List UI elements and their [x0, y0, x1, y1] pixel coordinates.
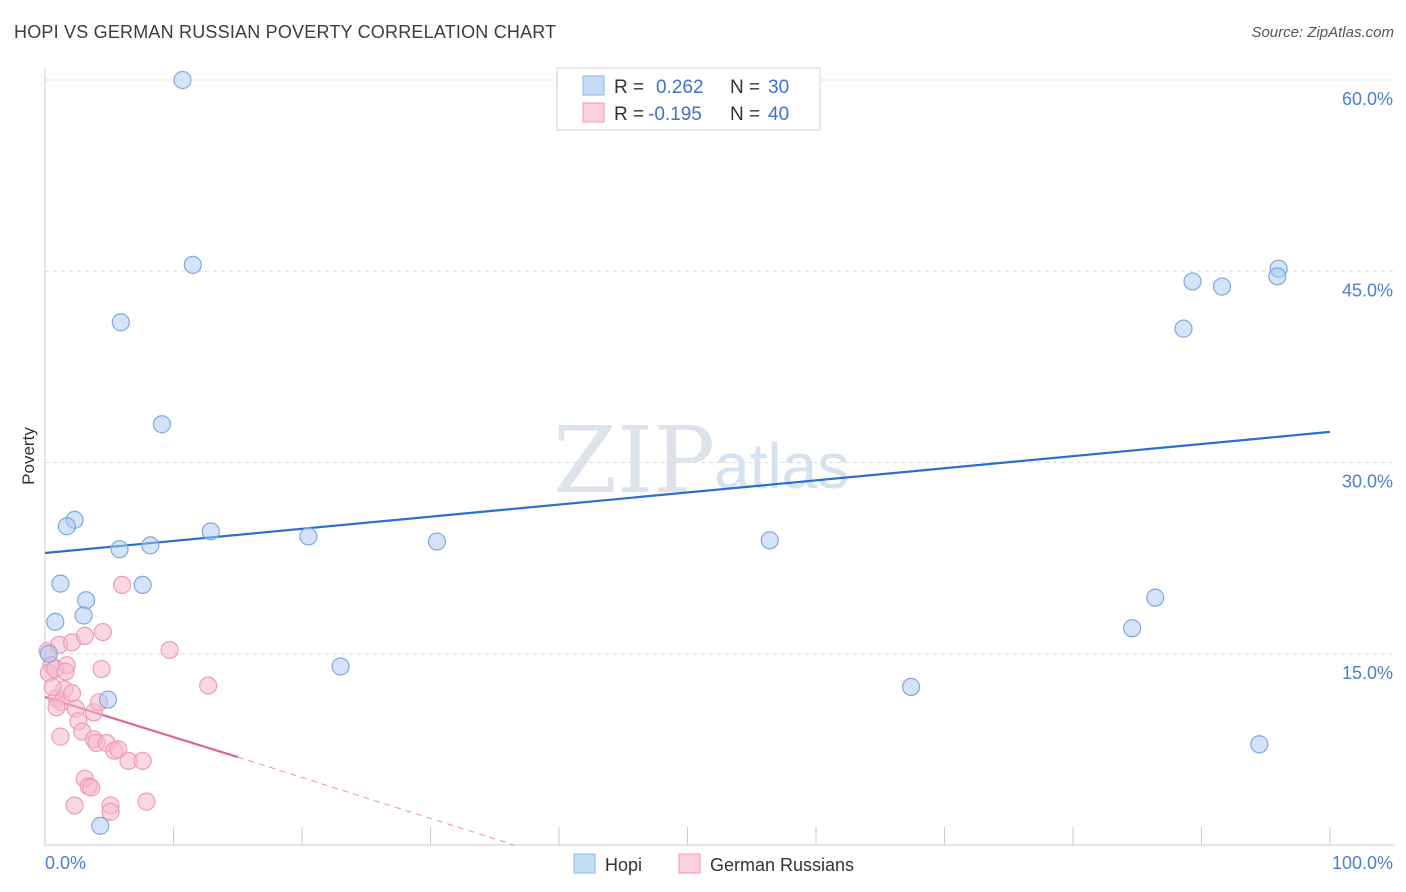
legend-swatch-german-russians: [582, 102, 605, 123]
bottom-legend-german-russians: German Russians: [710, 855, 854, 875]
legend-german-n-label: N =: [730, 104, 760, 125]
series-legend: Hopi German Russians: [573, 853, 854, 875]
y-axis-title: Poverty: [19, 427, 38, 485]
hopi-point: [1174, 319, 1193, 338]
hopi-point: [1183, 272, 1202, 291]
hopi-point: [1146, 588, 1165, 607]
german-russians-point: [92, 659, 111, 679]
hopi-point: [760, 531, 779, 550]
hopi-point: [183, 255, 202, 274]
bottom-legend-hopi: Hopi: [605, 855, 642, 875]
german-russians-point: [51, 727, 70, 746]
german-russians-point: [160, 640, 179, 660]
hopi-point: [77, 591, 96, 610]
hopi-point: [1123, 619, 1142, 638]
german-russians-point: [56, 662, 75, 681]
hopi-point: [57, 517, 76, 536]
legend-hopi-r-label: R =: [614, 77, 644, 98]
hopi-point: [331, 657, 350, 676]
bottom-legend-swatch-hopi: [573, 853, 596, 874]
hopi-point: [39, 644, 58, 663]
hopi-point: [74, 606, 93, 625]
x-tick-label: 0.0%: [45, 853, 86, 873]
legend-german-r-label: R =: [614, 104, 644, 125]
hopi-point: [133, 575, 152, 595]
legend-hopi-r-value: 0.262: [656, 77, 704, 98]
hopi-point: [98, 690, 118, 709]
hopi-point: [1268, 267, 1287, 286]
gridlines: [45, 79, 1395, 655]
german-russians-point: [93, 622, 112, 642]
german-russians-point: [199, 676, 218, 695]
axes: [44, 68, 1395, 846]
hopi-point: [51, 574, 70, 593]
german-russians-point: [82, 778, 101, 797]
german-russians-point: [65, 796, 84, 815]
hopi-point: [901, 677, 921, 697]
german-russians-point: [133, 751, 152, 770]
correlation-legend: R = 0.262 N = 30 R = -0.195 N = 40: [556, 67, 821, 131]
hopi-point: [173, 70, 192, 90]
hopi-point: [46, 612, 65, 631]
german-russians-point: [101, 802, 120, 821]
german-russians-trendline-extension: [237, 756, 515, 846]
y-tick-label: 60.0%: [1342, 89, 1393, 109]
german-russians-point: [43, 677, 62, 697]
legend-hopi-n-label: N =: [730, 77, 760, 98]
tick-labels: 15.0% 30.0% 45.0% 60.0% 0.0% 100.0%: [45, 89, 1393, 873]
hopi-point: [110, 540, 129, 559]
legend-hopi-n-value: 30: [768, 77, 789, 98]
german-russians-point: [75, 626, 94, 646]
y-tick-label: 45.0%: [1342, 280, 1393, 300]
german-russians-point: [109, 740, 128, 759]
y-tick-label: 30.0%: [1342, 472, 1393, 492]
hopi-point: [201, 522, 220, 541]
hopi-point: [299, 527, 318, 546]
german-russians-point: [62, 684, 82, 703]
hopi-point: [152, 415, 172, 434]
bottom-legend-swatch-german-russians: [678, 853, 701, 874]
german-russians-point: [47, 698, 66, 717]
hopi-point: [1212, 277, 1232, 296]
legend-swatch-hopi: [582, 75, 605, 96]
hopi-point: [1250, 735, 1269, 754]
legend-german-r-value: -0.195: [648, 104, 702, 125]
source-credit: Source: ZipAtlas.com: [1251, 24, 1394, 41]
hopi-point: [91, 816, 110, 835]
chart-title: HOPI VS GERMAN RUSSIAN POVERTY CORRELATI…: [14, 22, 557, 42]
x-tick-label: 100.0%: [1332, 853, 1393, 873]
hopi-point: [141, 536, 160, 555]
hopi-trendline: [44, 430, 1331, 555]
data-points: [38, 70, 1288, 835]
watermark-zip: ZIP: [553, 407, 715, 514]
hopi-point: [111, 313, 130, 332]
hopi-point: [427, 532, 447, 551]
watermark-atlas: atlas: [714, 430, 849, 502]
legend-german-n-value: 40: [768, 104, 789, 125]
y-tick-label: 15.0%: [1342, 663, 1393, 683]
german-russians-point: [112, 575, 132, 595]
german-russians-point: [137, 792, 156, 811]
